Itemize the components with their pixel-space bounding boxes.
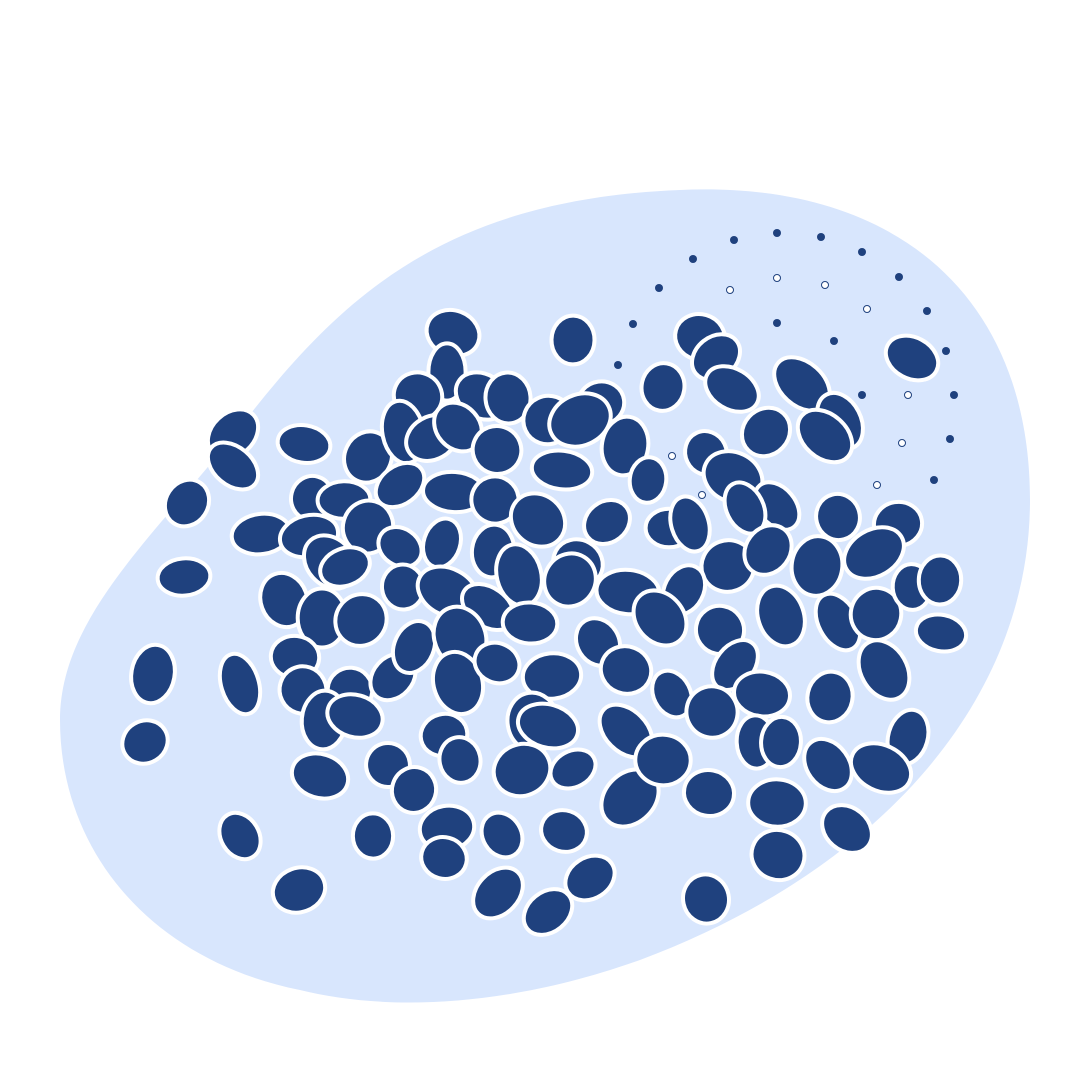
particles-group [120,307,969,937]
particle [598,644,654,696]
particle [419,835,469,881]
particle [217,651,263,717]
particle [759,714,803,770]
particle [916,553,964,607]
particle [814,491,862,543]
particle [805,669,855,725]
particle [155,556,213,598]
particle [350,811,396,861]
particle [639,361,687,413]
particle [521,887,575,937]
small-hollow-dot [773,274,781,282]
particle [856,638,912,702]
particle [742,523,794,577]
particle [913,612,969,654]
small-dot [858,391,866,399]
particle [746,777,808,829]
small-dot [946,435,954,443]
particle [755,583,807,649]
particle [749,827,807,883]
particle [802,736,854,794]
particle [848,741,914,795]
particle [883,333,941,383]
particle [508,491,568,549]
small-dot [950,391,958,399]
small-hollow-dot [821,281,829,289]
particle [520,651,584,701]
particle [333,592,389,648]
small-dot [614,361,622,369]
particle [542,551,598,609]
particle [631,588,689,648]
small-dot [773,319,781,327]
small-dot [923,307,931,315]
particle [547,391,613,449]
particle [515,701,581,751]
particle [217,810,263,862]
small-hollow-dot [898,439,906,447]
particle [681,872,731,926]
small-dot [858,248,866,256]
small-dot [817,233,825,241]
small-hollow-dot [668,452,676,460]
small-dot [773,229,781,237]
particle [491,741,553,799]
particle [789,534,845,598]
particle [820,803,874,855]
small-dot [942,347,950,355]
particle [258,570,310,630]
particle [275,423,333,465]
particle [120,718,170,766]
particle [389,765,439,815]
particle [529,448,595,492]
particle [582,498,632,546]
particle [472,640,522,686]
particle [739,405,793,459]
small-dot [689,255,697,263]
small-hollow-dot [873,481,881,489]
particle [795,407,855,465]
particle [500,600,560,646]
small-hollow-dot [863,305,871,313]
particle [437,735,483,785]
particle [668,494,712,554]
particle [549,313,597,367]
particle [318,545,372,589]
small-dots-group [614,229,958,499]
particle [162,477,212,529]
small-dot [730,236,738,244]
small-hollow-dot [698,491,706,499]
small-dot [830,337,838,345]
particle [681,768,737,818]
particle [471,865,525,921]
particle [376,525,424,569]
particle [650,668,694,720]
particle [483,370,533,426]
small-hollow-dot [726,286,734,294]
small-hollow-dot [904,391,912,399]
particle [633,732,693,788]
small-dot [895,273,903,281]
particle [703,364,761,414]
particle [129,642,177,706]
particle [627,455,669,505]
particle [390,619,438,675]
small-dot [655,284,663,292]
particle [842,525,906,581]
particle [289,751,351,801]
particle [373,460,427,510]
small-dot [930,476,938,484]
particle [470,424,524,476]
particle [539,808,589,854]
particle [205,440,261,492]
small-dot [629,320,637,328]
particle [325,692,385,740]
particle [479,810,525,860]
particle [270,865,328,915]
particle [548,747,598,791]
